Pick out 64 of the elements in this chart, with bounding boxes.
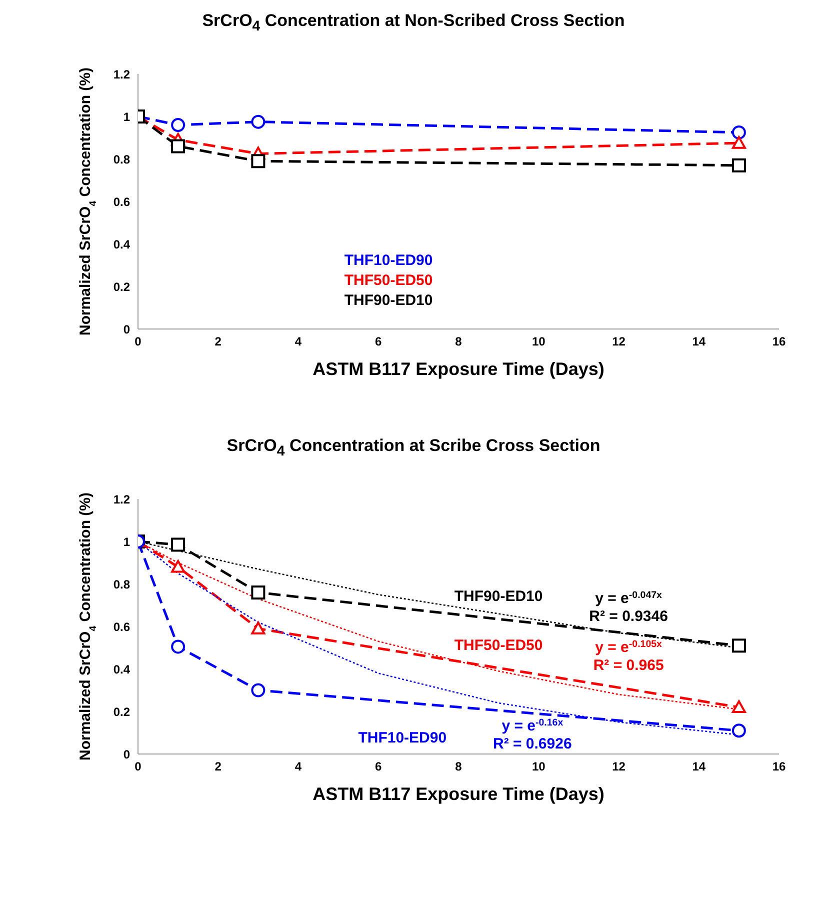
annotation: y = e$^{-0.16x}$ xyxy=(502,716,564,734)
point xyxy=(732,638,746,653)
point xyxy=(171,560,186,573)
point xyxy=(732,724,746,738)
x-tick-label: 6 xyxy=(375,760,382,774)
x-tick-label: 10 xyxy=(532,760,546,774)
y-tick-label: 0 xyxy=(123,322,130,336)
x-tick-label: 2 xyxy=(214,760,222,774)
annotation: y = e$^{-0.047x}$ xyxy=(595,590,663,608)
point xyxy=(171,640,186,654)
x-tick-label: 14 xyxy=(692,760,706,774)
point xyxy=(251,683,266,698)
y-tick-label: 1 xyxy=(123,110,130,124)
x-tick-label: 6 xyxy=(375,334,382,349)
y-tick-label: 0 xyxy=(123,747,130,762)
point xyxy=(171,538,186,552)
point xyxy=(732,158,746,172)
y-tick-label: 0.2 xyxy=(113,704,130,719)
x-tick-label: 0 xyxy=(134,760,142,774)
text: THF10-ED90 xyxy=(344,250,433,271)
series-label: THF90-ED10 xyxy=(454,588,543,606)
y-tick-label: 0.8 xyxy=(113,152,130,166)
x-tick-label: 4 xyxy=(294,760,302,774)
y-tick-label: 0.8 xyxy=(113,577,130,592)
y-tick-label: 1 xyxy=(123,534,130,549)
x-tick-label: 10 xyxy=(532,334,546,349)
y-tick-label: 0.6 xyxy=(113,620,130,634)
point xyxy=(251,154,266,168)
annotation: R² = 0.965 xyxy=(593,656,664,674)
point xyxy=(732,125,746,140)
x-tick-label: 16 xyxy=(772,334,786,349)
point xyxy=(732,136,746,149)
point xyxy=(732,700,746,714)
x-tick-label: 12 xyxy=(612,334,626,349)
x-tick-label: 2 xyxy=(214,334,222,349)
series-label: THF10-ED90 xyxy=(358,729,447,746)
y-tick-label: 0.4 xyxy=(113,237,130,252)
chart-title: SrCrO$_{4}$ Concentration at Non-Scribed Cross Section xyxy=(201,10,626,34)
chart-title: SrCrO$_{4}$ Concentration at Scribe Cross Section xyxy=(226,435,602,460)
point xyxy=(251,586,266,600)
y-tick-label: 0.2 xyxy=(113,280,130,294)
annotation: R² = 0.9346 xyxy=(589,608,668,626)
point xyxy=(251,622,266,634)
x-tick-label: 0 xyxy=(134,334,142,349)
annotation: y = e$^{-0.105x}$ xyxy=(595,638,663,656)
x-tick-label: 8 xyxy=(455,334,462,349)
x-axis-title: ASTM B117 Exposure Time (Days) xyxy=(312,359,604,379)
y-tick-label: 1.2 xyxy=(113,492,130,506)
annotation: R² = 0.6926 xyxy=(493,735,572,752)
text: THF50-ED50 xyxy=(344,270,433,291)
point xyxy=(171,118,186,132)
y-tick-label: 1.2 xyxy=(113,67,130,82)
y-tick-label: 0.4 xyxy=(113,662,130,676)
x-axis-title: ASTM B117 Exposure Time (Days) xyxy=(312,784,604,804)
text: THF90-ED10 xyxy=(344,290,433,311)
y-tick-label: 0.6 xyxy=(113,194,130,209)
x-tick-label: 8 xyxy=(455,760,462,774)
x-tick-label: 4 xyxy=(294,334,302,349)
point xyxy=(251,114,266,129)
series-label: THF50-ED50 xyxy=(454,636,543,654)
x-tick-label: 14 xyxy=(692,334,706,349)
x-tick-label: 12 xyxy=(612,760,626,774)
point xyxy=(171,139,186,154)
x-tick-label: 16 xyxy=(772,760,786,774)
